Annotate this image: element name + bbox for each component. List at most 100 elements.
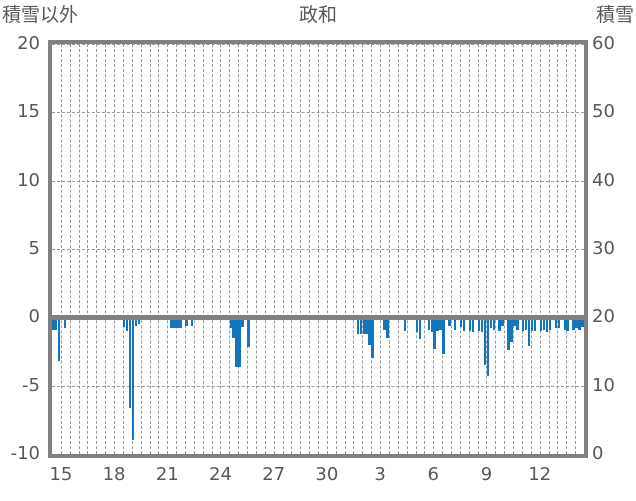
bar bbox=[64, 317, 67, 329]
bar bbox=[176, 317, 179, 329]
bar bbox=[418, 317, 422, 340]
bar bbox=[368, 317, 371, 345]
bar bbox=[442, 317, 445, 355]
bar bbox=[513, 317, 516, 326]
bar bbox=[498, 317, 501, 331]
bar bbox=[191, 317, 194, 326]
gridline-h bbox=[52, 44, 584, 45]
bar bbox=[430, 317, 433, 333]
bar bbox=[563, 317, 566, 330]
x-tick-label: 9 bbox=[480, 464, 493, 485]
y-tick-label-right: 10 bbox=[592, 374, 615, 396]
bar bbox=[123, 317, 126, 327]
bar bbox=[137, 317, 141, 325]
x-tick-label: 18 bbox=[102, 464, 126, 485]
y-tick-label-left: 10 bbox=[17, 169, 40, 191]
y-tick-label-left: 5 bbox=[28, 238, 40, 259]
bar bbox=[489, 317, 492, 329]
bar bbox=[134, 317, 138, 326]
bar bbox=[365, 317, 368, 334]
y-tick-label-left: -10 bbox=[10, 443, 40, 464]
y-tick-label-right: 20 bbox=[592, 306, 615, 328]
bar bbox=[433, 317, 436, 349]
y-tick-label-right: 50 bbox=[592, 101, 615, 123]
bar bbox=[554, 317, 557, 329]
x-tick-label: 24 bbox=[209, 464, 232, 485]
bar bbox=[539, 317, 543, 331]
bar bbox=[483, 317, 487, 366]
gridline-h bbox=[52, 180, 584, 182]
gridline-h bbox=[52, 112, 584, 114]
x-tick-label: 30 bbox=[315, 464, 339, 485]
chart-title: 政和 bbox=[298, 4, 337, 26]
bar bbox=[471, 317, 475, 333]
bar bbox=[486, 317, 489, 377]
bar bbox=[129, 317, 132, 408]
bar bbox=[436, 317, 439, 331]
bar bbox=[383, 317, 386, 330]
x-tick-label: 21 bbox=[155, 464, 179, 485]
right-axis-title: 積雪 bbox=[595, 4, 634, 26]
bar bbox=[468, 317, 472, 331]
bar bbox=[403, 317, 407, 331]
x-tick-label: 15 bbox=[49, 464, 73, 485]
bar bbox=[247, 317, 250, 348]
bar bbox=[415, 317, 419, 333]
x-tick-label: 6 bbox=[427, 464, 439, 485]
bar bbox=[575, 317, 578, 329]
bar bbox=[229, 317, 232, 329]
bar bbox=[460, 317, 463, 327]
bar bbox=[448, 317, 451, 326]
bar bbox=[356, 317, 359, 334]
y-tick-label-left: 20 bbox=[17, 33, 40, 54]
bar bbox=[507, 317, 510, 351]
plot-area bbox=[48, 40, 588, 458]
bar bbox=[454, 317, 457, 330]
bar bbox=[386, 317, 389, 338]
bar bbox=[235, 317, 238, 367]
y-tick-label-right: 0 bbox=[592, 443, 604, 464]
bar bbox=[545, 317, 549, 333]
bar bbox=[548, 317, 552, 330]
x-tick-label: 3 bbox=[374, 464, 386, 485]
bar bbox=[170, 317, 173, 329]
bar bbox=[463, 317, 466, 331]
bar bbox=[578, 317, 581, 330]
bar bbox=[501, 317, 504, 326]
bar bbox=[557, 317, 560, 329]
bar bbox=[531, 317, 534, 331]
left-axis-title: 積雪以外 bbox=[2, 4, 79, 26]
bar bbox=[55, 317, 58, 330]
bar bbox=[510, 317, 513, 342]
bar bbox=[58, 317, 61, 362]
bar bbox=[525, 317, 528, 330]
bar bbox=[232, 317, 235, 338]
bar bbox=[542, 317, 546, 330]
bar bbox=[359, 317, 362, 334]
bar bbox=[362, 317, 365, 334]
bar bbox=[52, 317, 55, 330]
y-tick-label-right: 40 bbox=[592, 169, 615, 191]
bar bbox=[126, 317, 129, 331]
bar bbox=[173, 317, 176, 329]
bar bbox=[492, 317, 495, 330]
bar bbox=[427, 317, 430, 330]
bar bbox=[522, 317, 525, 331]
bar bbox=[185, 317, 188, 326]
bar bbox=[516, 317, 519, 330]
bar bbox=[132, 317, 135, 441]
bar bbox=[572, 317, 575, 330]
bar bbox=[566, 317, 569, 331]
bar bbox=[480, 317, 484, 333]
zero-baseline bbox=[52, 315, 584, 321]
y-tick-label-right: 60 bbox=[592, 33, 615, 54]
gridline-h bbox=[52, 249, 584, 250]
y-tick-label-left: 0 bbox=[28, 306, 40, 328]
y-tick-label-right: 30 bbox=[592, 238, 615, 259]
bar bbox=[528, 317, 531, 347]
bar bbox=[533, 317, 537, 331]
bar bbox=[477, 317, 481, 331]
y-tick-label-left: 15 bbox=[17, 101, 40, 123]
x-tick-label: 27 bbox=[262, 464, 286, 485]
